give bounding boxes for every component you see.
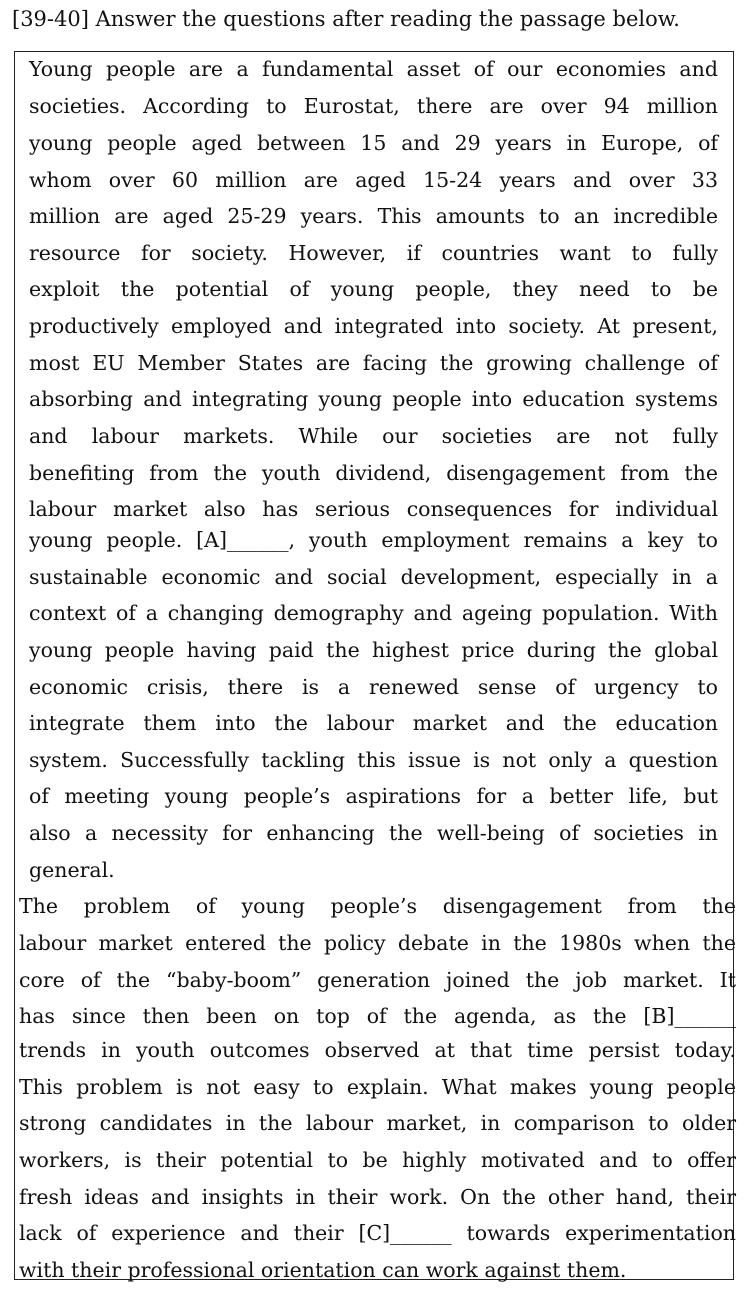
passage-line: young people aged between 15 and 29 year…	[29, 131, 718, 155]
passage-line: million are aged 25-29 years. This amoun…	[29, 204, 718, 228]
passage-line: This problem is not easy to explain. Wha…	[19, 1075, 736, 1099]
passage-line: general.	[29, 858, 115, 882]
passage-line: young people. [A]______, youth employmen…	[29, 528, 718, 552]
passage-line: benefiting from the youth dividend, dise…	[29, 461, 718, 485]
passage-line: young people having paid the highest pri…	[29, 638, 718, 662]
passage-line: sustainable economic and social developm…	[29, 565, 718, 589]
passage-line: and labour markets. While our societies …	[29, 424, 718, 448]
passage-line: with their professional orientation can …	[19, 1258, 627, 1282]
passage-line: whom over 60 million are aged 15-24 year…	[29, 168, 718, 192]
question-heading: [39-40] Answer the questions after readi…	[12, 7, 680, 31]
passage-line: has since then been on top of the agenda…	[19, 1004, 736, 1028]
passage-line: economic crisis, there is a renewed sens…	[29, 675, 718, 699]
passage-line: context of a changing demography and age…	[29, 601, 718, 625]
passage-line: Young people are a fundamental asset of …	[29, 57, 718, 81]
passage-line: fresh ideas and insights in their work. …	[19, 1185, 736, 1209]
passage-line: strong candidates in the labour market, …	[19, 1111, 736, 1135]
passage-line: The problem of young people’s disengagem…	[19, 894, 736, 918]
passage-line: trends in youth outcomes observed at tha…	[19, 1038, 736, 1062]
passage-line: core of the “baby-boom” generation joine…	[19, 968, 736, 992]
passage-line: workers, is their potential to be highly…	[19, 1148, 736, 1172]
passage-line: most EU Member States are facing the gro…	[29, 351, 718, 375]
passage-line: lack of experience and their [C]______ t…	[19, 1221, 736, 1245]
passage-line: system. Successfully tackling this issue…	[29, 748, 718, 772]
passage-line: integrate them into the labour market an…	[29, 711, 718, 735]
passage-line: of meeting young people’s aspirations fo…	[29, 784, 718, 808]
passage-line: absorbing and integrating young people i…	[29, 387, 718, 411]
passage-line: labour market entered the policy debate …	[19, 931, 736, 955]
passage-box	[14, 51, 734, 1280]
passage-line: also a necessity for enhancing the well-…	[29, 821, 718, 845]
passage-line: societies. According to Eurostat, there …	[29, 94, 718, 118]
passage-line: resource for society. However, if countr…	[29, 241, 718, 265]
passage-line: labour market also has serious consequen…	[29, 497, 718, 521]
passage-line: productively employed and integrated int…	[29, 314, 718, 338]
passage-line: exploit the potential of young people, t…	[29, 277, 718, 301]
